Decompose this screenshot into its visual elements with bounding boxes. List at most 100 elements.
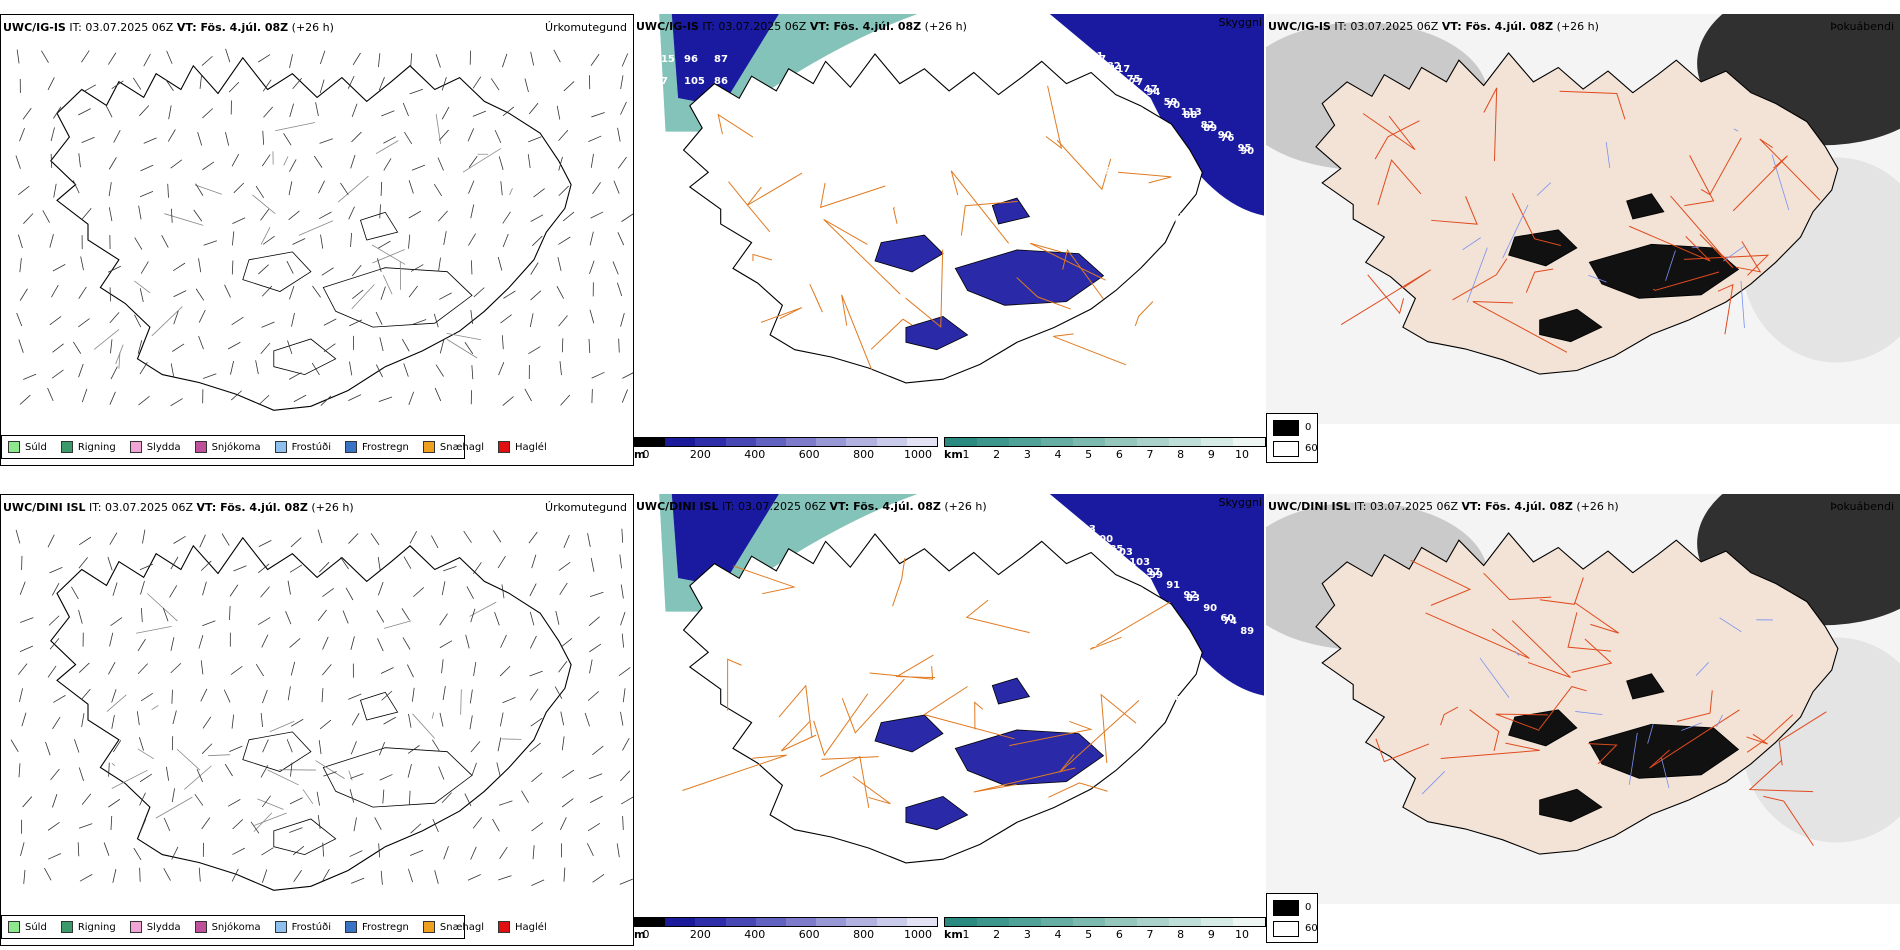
river — [1740, 281, 1745, 329]
wind-barb — [473, 287, 485, 298]
legend-swatch — [274, 921, 287, 933]
colorbar-tick-label: 4 — [1054, 928, 1062, 941]
colorbar-tick-label: 10 — [1235, 448, 1249, 461]
cloud-base-value: 87 — [714, 54, 728, 65]
colorbar-tick-label: 2 — [993, 448, 1001, 461]
wind-barb — [589, 591, 604, 598]
wind-barb — [502, 106, 515, 117]
wind-barb — [377, 581, 384, 596]
wind-barb — [78, 610, 83, 624]
wind-barb — [434, 387, 442, 402]
panel-type-label: Úrkomutegund — [545, 21, 627, 34]
wind-barb — [17, 663, 28, 675]
fog-panel-dini: UWC/DINI ISL IT: 03.07.2025 06Z VT: Fös.… — [1266, 494, 1900, 944]
legend-swatch — [422, 921, 435, 933]
wind-barb — [52, 716, 61, 730]
road — [1732, 155, 1788, 212]
road — [1056, 139, 1112, 191]
legend-label: Rigning — [77, 921, 116, 933]
colorbar-segment — [1201, 438, 1233, 446]
wind-barb — [19, 688, 24, 703]
wind-barb — [589, 260, 595, 275]
wind-barb — [613, 180, 620, 194]
wind-barb — [469, 715, 473, 730]
wind-barb — [10, 739, 19, 752]
wind-barb — [44, 867, 52, 881]
wind-barb — [404, 131, 413, 145]
wind-barb — [443, 231, 447, 245]
wind-barb — [621, 633, 624, 648]
panel-type-label: Þokuábendi — [1830, 20, 1894, 33]
wind-barb — [110, 339, 113, 354]
wind-barb — [470, 310, 474, 325]
wind-barb — [319, 561, 330, 573]
precip-type-legend: Súld Rigning Slydda Snjókoma Frostúði Frostre… — [1, 435, 547, 459]
wind-barb — [401, 608, 410, 621]
wind-barb — [19, 394, 31, 405]
wind-barb — [529, 611, 535, 626]
wind-barb — [229, 745, 243, 752]
glacier-outline — [242, 731, 312, 772]
road — [431, 712, 435, 719]
road — [1735, 241, 1762, 273]
wind-barb — [376, 610, 385, 623]
legend-swatch — [129, 921, 142, 933]
wind-barb — [443, 846, 449, 860]
wind-barb — [53, 183, 57, 198]
wind-barb — [71, 586, 79, 600]
cloud-base-value: 101 — [1229, 248, 1250, 259]
wind-barb — [139, 190, 154, 198]
wind-barb — [499, 712, 504, 727]
wind-barb — [323, 343, 336, 353]
road — [208, 754, 231, 757]
cloud-base-value: 89 — [1203, 123, 1218, 134]
legend-label: Súld — [25, 441, 47, 453]
wind-barb — [261, 634, 269, 648]
wind-barb — [622, 688, 626, 703]
wind-barb — [587, 822, 601, 832]
wind-barb — [590, 53, 600, 66]
wind-barb — [221, 533, 230, 546]
wind-barb — [257, 617, 271, 626]
panel-title: UWC/DINI ISL IT: 03.07.2025 06Z VT: Fös.… — [3, 501, 354, 514]
wind-barb — [136, 711, 140, 726]
wind-barb — [227, 341, 241, 350]
wind-barb — [377, 556, 381, 571]
wind-barb — [167, 129, 176, 142]
river — [1421, 771, 1446, 795]
wind-barb — [195, 288, 205, 301]
wind-barb — [501, 584, 505, 599]
wind-barb — [378, 396, 393, 402]
wind-barb — [438, 766, 445, 780]
road — [257, 798, 284, 810]
wind-barb — [323, 771, 337, 777]
wind-barb — [108, 207, 113, 222]
wind-barb — [143, 137, 157, 144]
wind-barb — [166, 50, 173, 64]
glacier-outline — [991, 677, 1031, 705]
wind-barb — [108, 182, 112, 197]
wind-barb — [193, 209, 203, 222]
road — [1571, 638, 1613, 673]
glacier-outline — [322, 747, 473, 808]
visibility-colorbar — [944, 437, 1266, 447]
wind-barb — [408, 285, 418, 298]
colorbar-segment — [816, 918, 847, 926]
wind-barb — [410, 53, 413, 68]
visibility-panel-ig: UWC/IG-IS IT: 03.07.2025 06Z VT: Fös. 4.… — [634, 14, 1264, 464]
road — [1567, 612, 1612, 652]
road — [1053, 333, 1127, 366]
wind-barb — [619, 878, 633, 885]
river — [1647, 723, 1654, 744]
wind-barb — [110, 366, 118, 380]
road — [1559, 90, 1626, 120]
wind-barb — [22, 796, 33, 808]
wind-barb — [47, 387, 54, 402]
colorbar-segment — [906, 438, 938, 446]
road — [760, 307, 803, 323]
wind-barb — [592, 745, 604, 756]
legend-item: Súld — [8, 441, 47, 453]
colorbar-tick-label: 200 — [689, 448, 711, 461]
wind-barb — [230, 360, 234, 375]
cloud-base-value: 83 — [1137, 192, 1152, 203]
